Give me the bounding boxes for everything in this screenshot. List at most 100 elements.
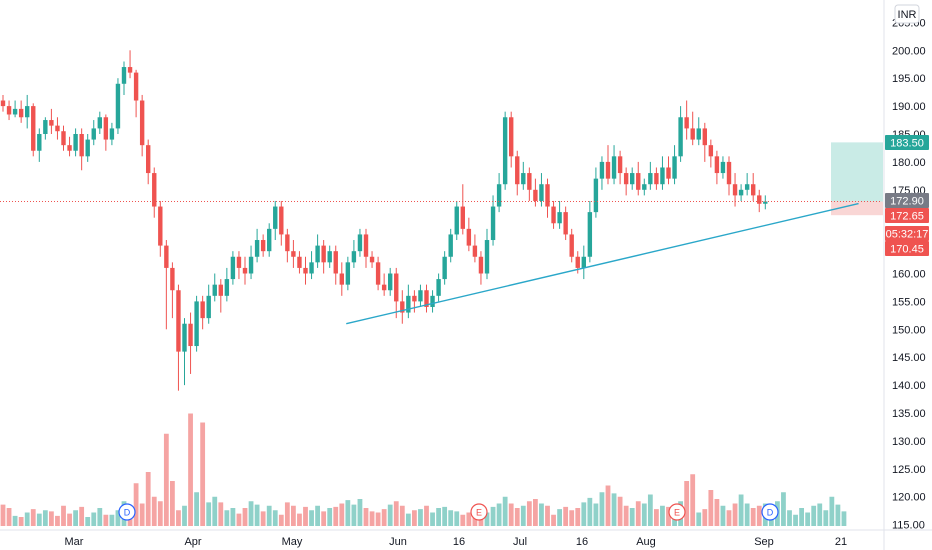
- y-tick-label: 190.00: [892, 101, 926, 113]
- candle: [436, 273, 441, 302]
- candle: [424, 284, 429, 313]
- dividend-marker[interactable]: D: [761, 503, 779, 521]
- volume-bar: [569, 510, 575, 526]
- volume-bar: [654, 509, 659, 526]
- candle: [267, 223, 272, 257]
- candle: [55, 117, 60, 140]
- candle: [442, 251, 447, 285]
- volume-bar: [260, 511, 266, 526]
- candle: [545, 178, 550, 218]
- candle: [418, 284, 423, 307]
- y-tick-label: 150.00: [892, 324, 926, 336]
- volume-bar: [799, 508, 804, 526]
- volume-bar: [720, 505, 726, 526]
- candle: [6, 100, 12, 121]
- candle: [279, 200, 284, 246]
- candle: [539, 173, 544, 207]
- volume-bar: [442, 506, 448, 526]
- candle: [672, 145, 677, 185]
- volume-bar: [182, 505, 187, 526]
- volume-bar: [236, 513, 242, 526]
- candle: [291, 240, 296, 268]
- candle: [551, 200, 556, 229]
- volume-bar: [593, 503, 599, 526]
- candle: [394, 267, 399, 319]
- currency-badge[interactable]: INR: [894, 4, 920, 24]
- trendline[interactable]: [346, 202, 859, 325]
- candle: [557, 200, 562, 229]
- candle: [702, 122, 707, 162]
- y-tick-label: 120.00: [892, 492, 926, 504]
- volume-bars: [0, 413, 847, 526]
- candle: [109, 122, 115, 146]
- svg-text:172.90: 172.90: [890, 196, 924, 208]
- volume-bar: [835, 504, 841, 526]
- candle: [85, 134, 90, 162]
- candle: [690, 111, 695, 146]
- y-tick-label: 115.00: [892, 520, 925, 532]
- volume-bar: [617, 496, 623, 526]
- volume-bar: [726, 510, 732, 526]
- candle: [732, 173, 738, 207]
- volume-bar: [647, 494, 653, 526]
- svg-text:172.65: 172.65: [890, 211, 924, 223]
- candle: [363, 228, 369, 268]
- earnings-marker[interactable]: E: [470, 503, 488, 521]
- candle: [605, 145, 611, 185]
- candle: [206, 284, 211, 324]
- candle: [351, 240, 357, 268]
- candle: [720, 156, 726, 179]
- candle: [333, 245, 338, 285]
- price-tag-countdown: 05:32:17: [885, 226, 929, 241]
- candle: [91, 120, 96, 146]
- volume-bar: [363, 508, 369, 526]
- volume-bar: [206, 502, 212, 526]
- volume-bar: [581, 502, 587, 526]
- candle: [18, 100, 24, 123]
- volume-bar: [575, 508, 581, 526]
- price-tag-target: 183.50: [885, 135, 929, 150]
- candle: [642, 178, 647, 196]
- candle: [569, 228, 574, 263]
- dividend-marker[interactable]: D: [118, 503, 136, 521]
- volume-bar: [85, 517, 91, 526]
- earnings-marker[interactable]: E: [668, 503, 686, 521]
- svg-text:170.45: 170.45: [890, 244, 924, 256]
- x-tick-label: Jul: [513, 536, 527, 548]
- volume-bar: [278, 514, 284, 526]
- volume-bar: [345, 500, 351, 526]
- candle: [617, 150, 623, 185]
- candle: [254, 228, 260, 263]
- candle: [242, 256, 248, 285]
- price-axis[interactable]: 205.00200.00195.00190.00185.00180.00175.…: [883, 0, 926, 550]
- volume-bar: [369, 511, 375, 526]
- volume-bar: [714, 499, 720, 526]
- y-tick-label: 195.00: [892, 73, 926, 85]
- y-tick-label: 160.00: [892, 269, 926, 281]
- candle: [400, 290, 405, 324]
- x-tick-label: May: [282, 536, 303, 548]
- price-tag-last: 172.90: [885, 193, 929, 208]
- volume-bar: [24, 512, 30, 526]
- volume-bar: [666, 506, 671, 526]
- volume-bar: [829, 496, 835, 526]
- candle: [345, 256, 351, 291]
- candle: [587, 200, 593, 263]
- stop-zone[interactable]: [831, 201, 883, 216]
- target-zone[interactable]: [831, 142, 883, 202]
- candle: [472, 234, 478, 263]
- candle: [31, 103, 36, 157]
- svg-text:E: E: [674, 508, 680, 518]
- svg-text:05:32:17: 05:32:17: [886, 229, 929, 241]
- time-axis[interactable]: Mar Apr May Jun 16 Jul 16 Aug Sep 21: [0, 529, 932, 548]
- candle: [158, 200, 163, 257]
- volume-bar: [375, 512, 381, 526]
- candle: [466, 217, 472, 252]
- candle: [678, 106, 683, 162]
- volume-bar: [357, 499, 363, 526]
- x-tick-label: 16: [453, 536, 465, 548]
- candle: [478, 251, 484, 285]
- x-tick-label: 16: [576, 536, 588, 548]
